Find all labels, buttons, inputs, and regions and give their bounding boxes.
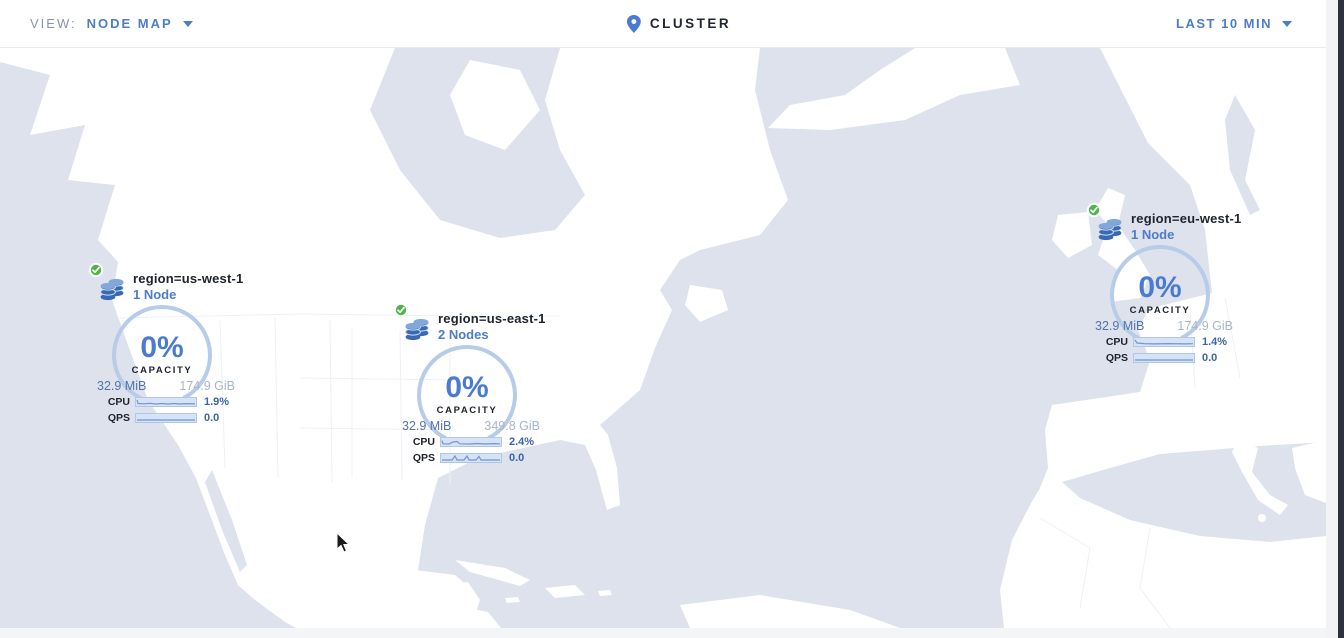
database-stack-icon bbox=[100, 278, 124, 301]
qps-value: 0.0 bbox=[204, 412, 220, 424]
capacity-values: 32.9 MiB 174.9 GiB bbox=[1095, 319, 1233, 333]
capacity-values: 32.9 MiB 174.9 GiB bbox=[97, 379, 235, 393]
view-label: VIEW: bbox=[30, 16, 77, 31]
cluster-label: CLUSTER bbox=[649, 16, 732, 31]
qps-value: 0.0 bbox=[509, 452, 525, 464]
map-borders bbox=[117, 297, 1241, 628]
region-node-count: 1 Node bbox=[1131, 227, 1175, 242]
mouse-cursor bbox=[336, 532, 351, 553]
cpu-sparkline bbox=[440, 437, 502, 447]
qps-row: QPS 0.0 bbox=[102, 412, 219, 424]
breadcrumb: CLUSTER bbox=[626, 0, 732, 47]
capacity-arc bbox=[112, 305, 212, 400]
time-range-value: LAST 10 MIN bbox=[1176, 16, 1272, 31]
world-map bbox=[0, 48, 1326, 628]
cpu-value: 1.4% bbox=[1202, 336, 1228, 348]
region-marker-us-west-1[interactable]: region=us-west-1 1 Node 0% CAPACITY 32.9… bbox=[88, 262, 244, 432]
qps-label: QPS bbox=[1105, 352, 1128, 364]
capacity-percent: 0% bbox=[1138, 271, 1182, 304]
cpu-row: CPU 2.4% bbox=[407, 436, 534, 448]
capacity-used: 32.9 MiB bbox=[402, 419, 452, 433]
capacity-total: 349.8 GiB bbox=[484, 419, 540, 433]
capacity-arc bbox=[417, 345, 517, 440]
cpu-label: CPU bbox=[412, 436, 435, 448]
region-name: region=us-east-1 bbox=[438, 311, 546, 326]
cpu-value: 1.9% bbox=[204, 396, 230, 408]
region-name: region=eu-west-1 bbox=[1131, 211, 1242, 226]
capacity-total: 174.9 GiB bbox=[179, 379, 235, 393]
qps-row: QPS 0.0 bbox=[1100, 352, 1217, 364]
cpu-row: CPU 1.4% bbox=[1100, 336, 1227, 348]
capacity-used: 32.9 MiB bbox=[1095, 319, 1145, 333]
qps-sparkline bbox=[440, 453, 502, 463]
location-pin-icon bbox=[626, 14, 641, 33]
capacity-caption: CAPACITY bbox=[131, 365, 193, 376]
toolbar: VIEW: NODE MAP CLUSTER LAST 10 MIN bbox=[0, 0, 1326, 48]
capacity-caption: CAPACITY bbox=[1129, 305, 1191, 316]
qps-label: QPS bbox=[107, 412, 130, 424]
map-islands bbox=[415, 48, 1326, 628]
view-value: NODE MAP bbox=[86, 16, 173, 31]
cpu-row: CPU 1.9% bbox=[102, 396, 229, 408]
view-selector[interactable]: VIEW: NODE MAP bbox=[30, 0, 193, 47]
capacity-caption: CAPACITY bbox=[436, 405, 498, 416]
page-gutter-right bbox=[1326, 0, 1338, 638]
window-edge bbox=[1338, 0, 1344, 638]
database-stack-icon bbox=[1098, 218, 1122, 241]
capacity-total: 174.9 GiB bbox=[1177, 319, 1233, 333]
cpu-label: CPU bbox=[1105, 336, 1128, 348]
cpu-sparkline bbox=[1133, 337, 1195, 347]
chevron-down-icon bbox=[1282, 20, 1292, 27]
database-stack-icon bbox=[405, 318, 429, 341]
healthy-check-icon bbox=[1086, 202, 1102, 218]
region-node-count: 2 Nodes bbox=[438, 327, 489, 342]
healthy-check-icon bbox=[88, 262, 104, 278]
healthy-check-icon bbox=[393, 302, 409, 318]
qps-value: 0.0 bbox=[1202, 352, 1218, 364]
chevron-down-icon bbox=[182, 20, 193, 27]
region-marker-us-east-1[interactable]: region=us-east-1 2 Nodes 0% CAPACITY 32.… bbox=[393, 302, 545, 472]
capacity-values: 32.9 MiB 349.8 GiB bbox=[402, 419, 540, 433]
capacity-used: 32.9 MiB bbox=[97, 379, 147, 393]
region-marker-eu-west-1[interactable]: region=eu-west-1 1 Node 0% CAPACITY 32.9… bbox=[1086, 202, 1242, 372]
qps-label: QPS bbox=[412, 452, 435, 464]
page-gutter-bottom bbox=[0, 628, 1338, 638]
cpu-sparkline bbox=[135, 397, 197, 407]
qps-sparkline bbox=[135, 413, 197, 423]
time-range-selector[interactable]: LAST 10 MIN bbox=[1176, 0, 1292, 47]
qps-row: QPS 0.0 bbox=[407, 452, 524, 464]
region-name: region=us-west-1 bbox=[133, 271, 244, 286]
region-node-count: 1 Node bbox=[133, 287, 177, 302]
cpu-label: CPU bbox=[107, 396, 130, 408]
capacity-arc bbox=[1110, 245, 1210, 340]
capacity-percent: 0% bbox=[140, 331, 184, 364]
capacity-percent: 0% bbox=[445, 371, 489, 404]
qps-sparkline bbox=[1133, 353, 1195, 363]
cpu-value: 2.4% bbox=[509, 436, 535, 448]
